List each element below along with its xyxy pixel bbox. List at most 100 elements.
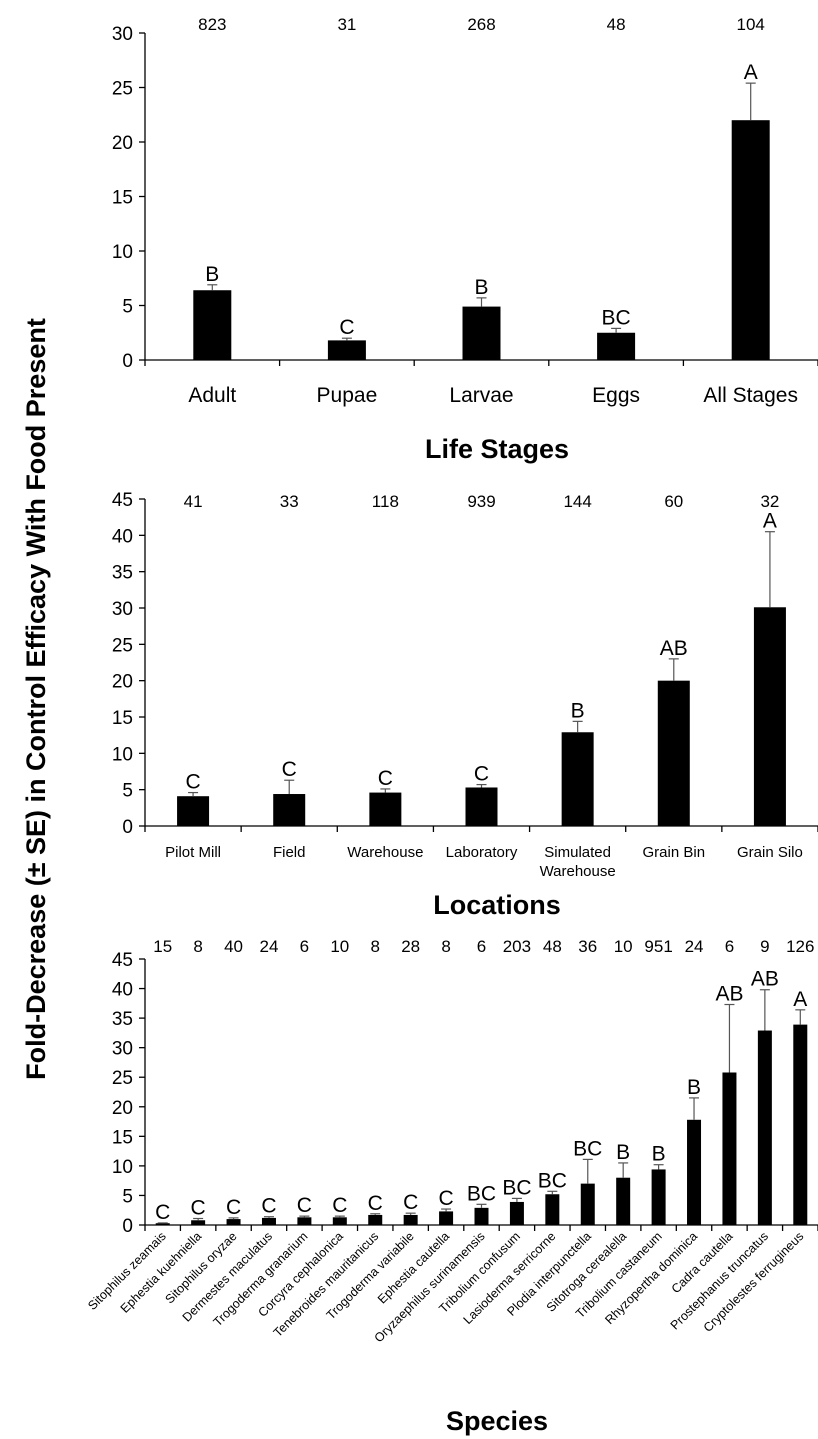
y-tick-label: 45 (112, 950, 133, 971)
bar (261, 1217, 276, 1225)
significance-letter: B (474, 276, 488, 299)
category-label: Pupae (317, 384, 378, 407)
category-label: Grain Silo (737, 844, 803, 861)
significance-letter: C (282, 758, 297, 781)
y-tick-label: 5 (122, 781, 133, 802)
significance-letter: C (378, 767, 393, 790)
significance-letter: C (332, 1194, 347, 1217)
category-label: Cadra cautella (669, 1229, 736, 1296)
y-tick-label: 20 (112, 133, 133, 154)
significance-letter: AB (751, 968, 779, 991)
sample-size-label: 8 (371, 937, 380, 956)
significance-letter: AB (715, 983, 743, 1006)
sample-size-label: 6 (300, 937, 309, 956)
y-axis-title: Fold-Decrease (± SE) in Control Efficacy… (21, 318, 51, 1080)
sample-size-label: 48 (543, 937, 562, 956)
locations-chart: 0 5 10 15 20 25 30 35 40 45 C 41 Pilot Mill C 33 Field C… (112, 490, 818, 920)
category-label: Laboratory (446, 844, 518, 861)
sample-size-label: 31 (337, 15, 356, 34)
y-tick-label: 40 (112, 526, 133, 547)
sample-size-label: 126 (786, 937, 814, 956)
x-axis-title: Species (446, 1406, 548, 1436)
bar (597, 332, 636, 360)
sample-size-label: 104 (737, 15, 765, 34)
y-tick-label: 30 (112, 24, 133, 45)
significance-letter: BC (573, 1137, 602, 1160)
bar (462, 306, 501, 360)
significance-letter: B (571, 699, 585, 722)
sample-size-label: 144 (563, 492, 591, 511)
bar (657, 680, 690, 826)
y-tick-label: 10 (112, 242, 133, 263)
sample-size-label: 823 (198, 15, 226, 34)
bar (509, 1201, 524, 1225)
y-tick-label: 0 (122, 817, 133, 838)
significance-letter: B (687, 1076, 701, 1099)
sample-size-label: 24 (685, 937, 704, 956)
category-label: Warehouse (540, 863, 616, 880)
y-tick-label: 30 (112, 1039, 133, 1060)
life-stages-chart: 0 5 10 15 20 25 30 B 823 Adult C 31 Pupae B 268 Larvae B… (112, 15, 818, 464)
significance-letter: C (297, 1194, 312, 1217)
bar (651, 1169, 666, 1225)
sample-size-label: 951 (644, 937, 672, 956)
y-tick-label: 25 (112, 1068, 133, 1089)
bar (561, 732, 594, 826)
significance-letter: C (339, 316, 354, 339)
significance-letter: C (368, 1192, 383, 1215)
bar (155, 1223, 170, 1225)
sample-size-label: 203 (503, 937, 531, 956)
y-tick-label: 20 (112, 1098, 133, 1119)
y-tick-label: 0 (122, 1216, 133, 1237)
category-label: Simulated (544, 844, 611, 861)
significance-letter: C (155, 1201, 170, 1224)
y-tick-label: 40 (112, 980, 133, 1001)
y-tick-label: 15 (112, 708, 133, 729)
y-tick-label: 25 (112, 79, 133, 100)
significance-letter: A (793, 988, 807, 1011)
significance-letter: AB (660, 637, 688, 660)
bar (687, 1119, 702, 1225)
bar (332, 1217, 347, 1225)
y-tick-label: 35 (112, 563, 133, 584)
significance-letter: A (744, 61, 758, 84)
sample-size-label: 8 (193, 937, 202, 956)
y-tick-label: 5 (122, 1186, 133, 1207)
bar (793, 1024, 808, 1225)
sample-size-label: 41 (184, 492, 203, 511)
sample-size-label: 9 (760, 937, 769, 956)
bar (403, 1214, 418, 1225)
bar (273, 794, 306, 826)
sample-size-label: 8 (441, 937, 450, 956)
category-label: Grain Bin (643, 844, 706, 861)
sample-size-label: 40 (224, 937, 243, 956)
significance-letter: B (205, 263, 219, 286)
category-label: Eggs (592, 384, 640, 407)
significance-letter: BC (602, 306, 631, 329)
sample-size-label: 24 (260, 937, 279, 956)
category-label: Pilot Mill (165, 844, 221, 861)
sample-size-label: 10 (614, 937, 633, 956)
significance-letter: BC (502, 1176, 531, 1199)
bar (474, 1207, 489, 1225)
bar (177, 796, 210, 826)
sample-size-label: 33 (280, 492, 299, 511)
category-label: All Stages (703, 384, 798, 407)
category-label: Adult (188, 384, 236, 407)
y-tick-label: 5 (122, 297, 133, 318)
sample-size-label: 939 (467, 492, 495, 511)
sample-size-label: 15 (153, 937, 172, 956)
significance-letter: C (261, 1195, 276, 1218)
bar (368, 1214, 383, 1225)
sample-size-label: 48 (607, 15, 626, 34)
category-label: Warehouse (347, 844, 423, 861)
sample-size-label: 32 (760, 492, 779, 511)
y-tick-label: 15 (112, 188, 133, 209)
significance-letter: C (185, 771, 200, 794)
category-label: Field (273, 844, 306, 861)
bar (297, 1217, 312, 1225)
y-tick-label: 0 (122, 351, 133, 372)
sample-size-label: 28 (401, 937, 420, 956)
